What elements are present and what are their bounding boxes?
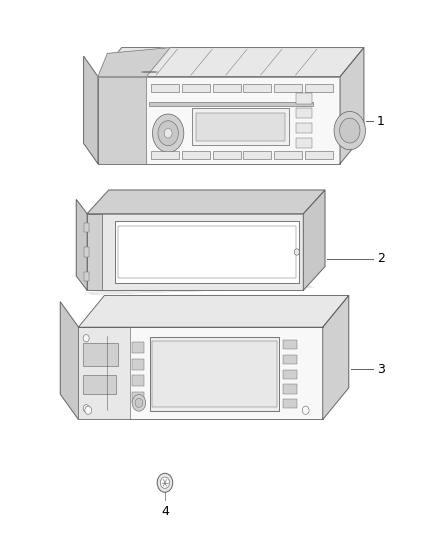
Circle shape — [135, 398, 143, 407]
Bar — [283, 399, 297, 408]
Bar — [196, 114, 285, 141]
Circle shape — [339, 118, 360, 143]
Bar — [283, 369, 297, 379]
Bar — [131, 342, 145, 353]
Bar — [274, 84, 302, 92]
Bar — [84, 247, 89, 256]
Bar — [82, 343, 118, 366]
Text: 1: 1 — [377, 115, 385, 128]
Bar — [115, 221, 300, 282]
Bar — [98, 77, 146, 164]
Circle shape — [132, 394, 146, 411]
Bar — [87, 214, 102, 290]
Bar — [151, 84, 180, 92]
Bar — [274, 151, 302, 159]
Bar — [131, 359, 145, 369]
Text: 4: 4 — [161, 505, 169, 518]
Circle shape — [294, 249, 300, 255]
Bar — [297, 93, 312, 103]
Polygon shape — [98, 47, 170, 77]
Bar — [82, 375, 116, 393]
Bar — [149, 102, 314, 106]
Bar — [304, 84, 333, 92]
Circle shape — [85, 406, 92, 414]
Bar — [84, 223, 89, 232]
Polygon shape — [98, 47, 364, 77]
Bar — [243, 151, 272, 159]
Bar — [192, 108, 289, 144]
Bar — [131, 375, 145, 386]
Bar — [283, 355, 297, 364]
Circle shape — [83, 335, 89, 342]
Circle shape — [164, 128, 172, 138]
Text: 2: 2 — [377, 252, 385, 265]
Bar — [84, 272, 89, 281]
Circle shape — [160, 477, 170, 488]
Polygon shape — [340, 47, 364, 164]
Bar — [150, 337, 279, 411]
Circle shape — [157, 473, 173, 492]
Polygon shape — [60, 302, 78, 419]
Polygon shape — [87, 190, 325, 214]
Polygon shape — [304, 190, 325, 290]
Bar — [283, 384, 297, 393]
Circle shape — [302, 406, 309, 414]
Bar — [297, 123, 312, 133]
Text: 3: 3 — [377, 363, 385, 376]
Circle shape — [83, 405, 89, 412]
Bar — [243, 84, 272, 92]
Bar — [98, 77, 340, 164]
Polygon shape — [84, 56, 98, 164]
Polygon shape — [323, 295, 349, 419]
Bar — [151, 151, 180, 159]
Bar — [87, 214, 304, 290]
Bar — [182, 84, 210, 92]
Bar — [304, 151, 333, 159]
Circle shape — [152, 114, 184, 152]
Bar — [131, 392, 145, 403]
Bar — [297, 108, 312, 118]
Bar — [78, 327, 323, 419]
Bar — [212, 151, 241, 159]
Bar — [212, 84, 241, 92]
Bar — [78, 327, 130, 419]
Circle shape — [334, 111, 365, 150]
Bar — [152, 341, 277, 407]
Bar — [283, 340, 297, 349]
Polygon shape — [76, 199, 87, 290]
Polygon shape — [78, 295, 349, 327]
Bar — [182, 151, 210, 159]
Bar — [118, 226, 296, 278]
Bar — [297, 138, 312, 148]
Circle shape — [158, 121, 178, 146]
